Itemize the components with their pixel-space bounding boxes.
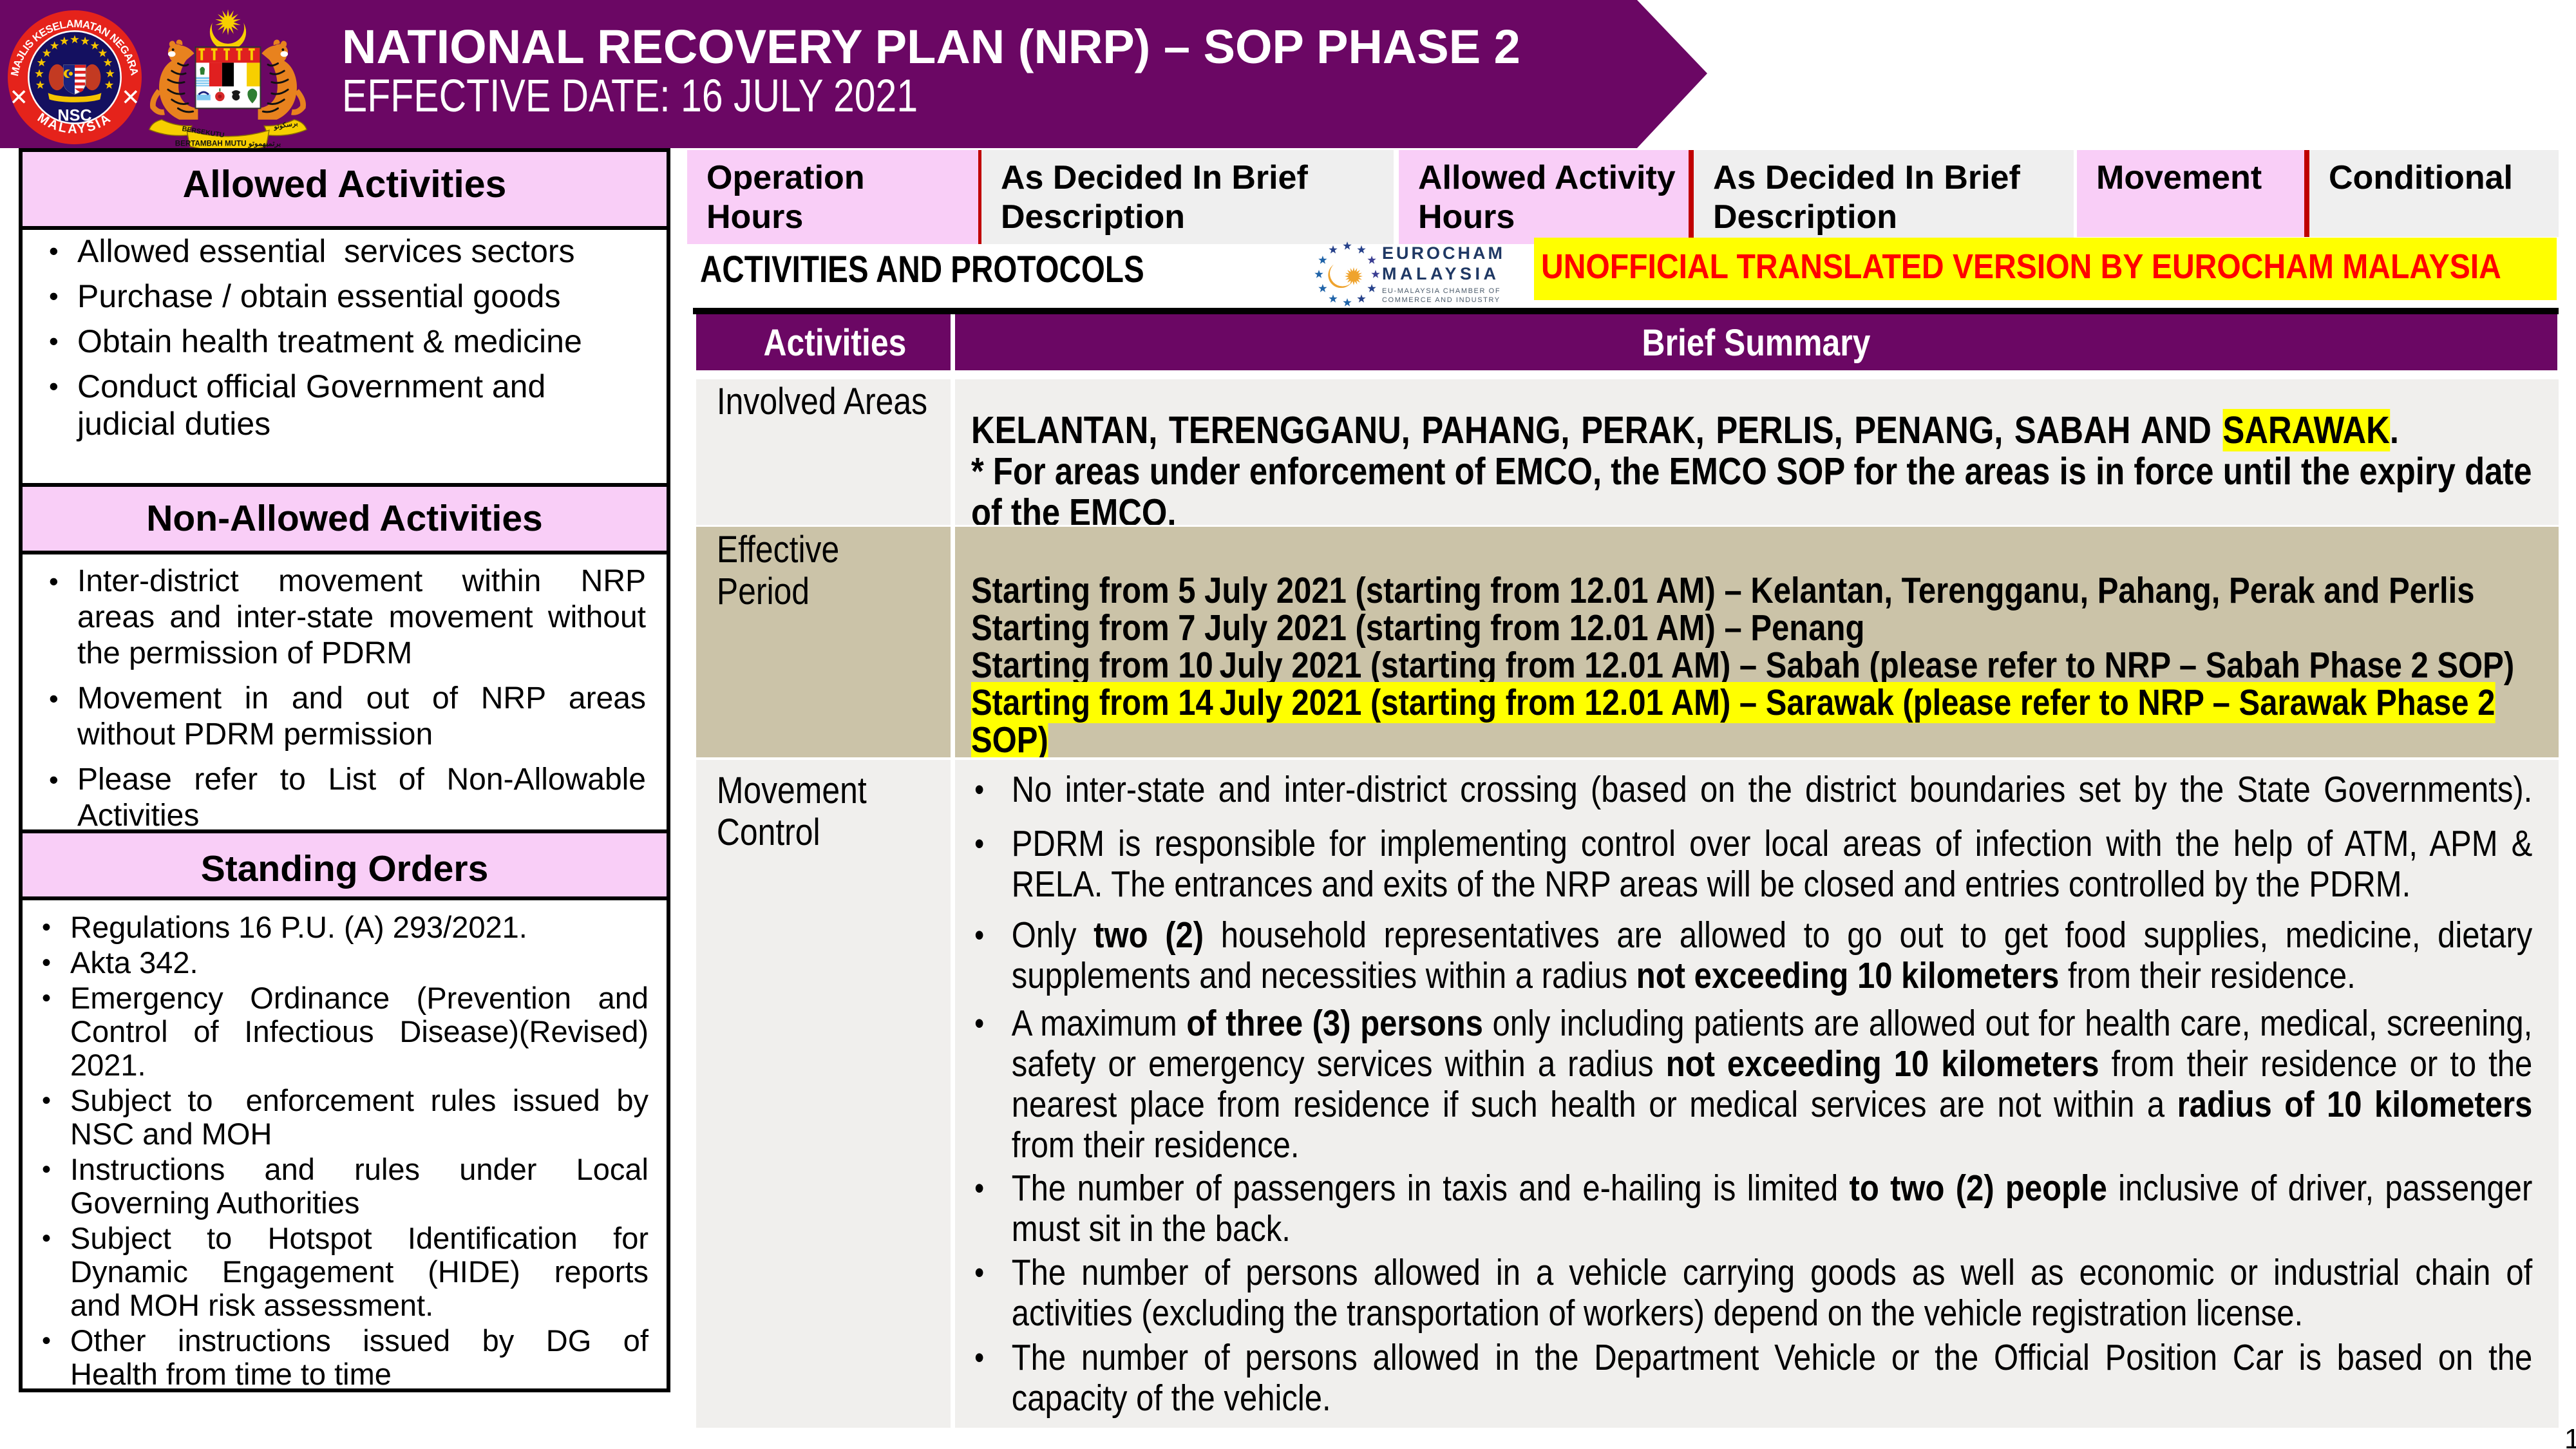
svg-text:EUROCHAM: EUROCHAM (1382, 243, 1505, 263)
svg-text:BERTAMBAH MUTU برتمبهموتو: BERTAMBAH MUTU برتمبهموتو (175, 139, 281, 148)
svg-text:برسكوتو: برسكوتو (272, 119, 298, 131)
svg-text:NSC: NSC (57, 107, 91, 125)
svg-text:EU-MALAYSIA CHAMBER OF: EU-MALAYSIA CHAMBER OF (1382, 287, 1501, 295)
svg-text:MALAYSIA: MALAYSIA (1382, 264, 1500, 283)
svg-text:COMMERCE AND INDUSTRY: COMMERCE AND INDUSTRY (1382, 296, 1501, 304)
